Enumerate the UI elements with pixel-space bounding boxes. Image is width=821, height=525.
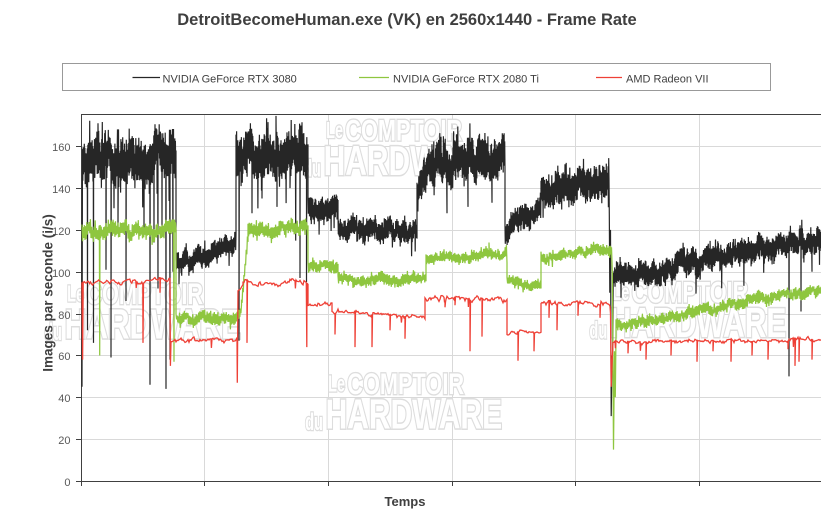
svg-text:NVIDIA GeForce RTX 2080 Ti: NVIDIA GeForce RTX 2080 Ti bbox=[393, 74, 539, 86]
svg-text:120: 120 bbox=[52, 226, 70, 238]
svg-text:60: 60 bbox=[58, 351, 70, 363]
svg-text:40: 40 bbox=[58, 393, 70, 405]
svg-text:DetroitBecomeHuman.exe (VK) en: DetroitBecomeHuman.exe (VK) en 2560x1440… bbox=[177, 11, 636, 29]
svg-text:100: 100 bbox=[52, 268, 70, 280]
svg-text:HARDWARE: HARDWARE bbox=[326, 391, 502, 438]
svg-text:NVIDIA GeForce RTX 3080: NVIDIA GeForce RTX 3080 bbox=[163, 74, 297, 86]
svg-text:0: 0 bbox=[64, 477, 70, 489]
svg-text:160: 160 bbox=[52, 142, 70, 154]
svg-text:AMD Radeon VII: AMD Radeon VII bbox=[626, 74, 709, 86]
svg-text:Images par seconde (i/s): Images par seconde (i/s) bbox=[41, 214, 56, 372]
svg-text:20: 20 bbox=[58, 435, 70, 447]
svg-text:140: 140 bbox=[52, 184, 70, 196]
svg-text:du: du bbox=[305, 409, 323, 436]
svg-text:80: 80 bbox=[58, 310, 70, 322]
svg-text:Temps: Temps bbox=[385, 494, 426, 509]
svg-text:Le: Le bbox=[328, 372, 345, 397]
svg-text:COMPTOIR: COMPTOIR bbox=[347, 367, 464, 401]
